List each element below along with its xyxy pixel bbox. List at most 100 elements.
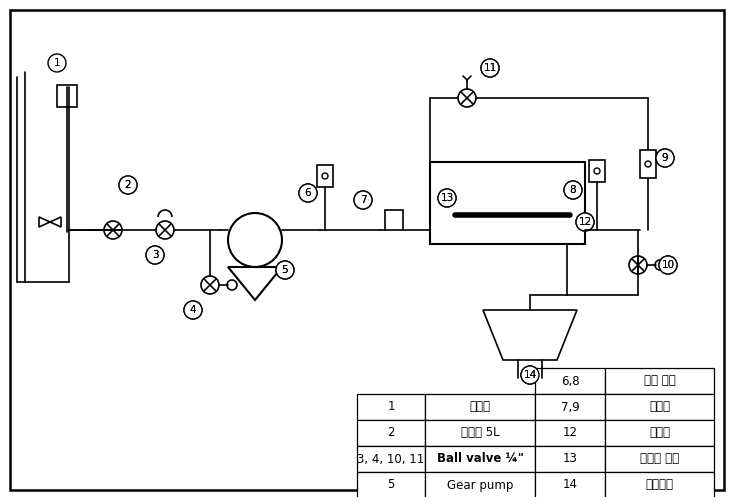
Circle shape [184,301,202,319]
Circle shape [521,366,539,384]
Text: 압력 센서: 압력 센서 [644,375,675,388]
Text: 2: 2 [125,180,131,190]
Circle shape [156,221,174,239]
Circle shape [656,149,674,167]
Circle shape [655,260,665,270]
Text: 14: 14 [523,370,537,380]
Text: 9: 9 [661,153,669,163]
Text: 유량계: 유량계 [649,401,670,414]
Text: 10: 10 [661,260,675,270]
Circle shape [201,276,219,294]
Circle shape [276,261,294,279]
Text: 11: 11 [484,63,497,73]
Circle shape [659,256,677,274]
Circle shape [299,184,317,202]
Text: 저장조 5L: 저장조 5L [461,426,499,439]
Text: 분리막: 분리막 [649,426,670,439]
Circle shape [656,149,674,167]
Text: 10: 10 [661,260,675,270]
Circle shape [104,221,122,239]
Text: 전자저율: 전자저율 [645,479,674,492]
Text: 14: 14 [523,370,537,380]
Bar [57,85,77,107]
Circle shape [119,176,137,194]
Text: 3, 4, 10, 11: 3, 4, 10, 11 [357,452,425,466]
Text: 13: 13 [562,452,578,466]
Text: 교반기: 교반기 [470,401,490,414]
Bar [357,446,425,472]
Circle shape [184,301,202,319]
Text: 2: 2 [125,180,131,190]
Bar [357,394,425,420]
Bar [589,160,605,182]
Circle shape [146,246,164,264]
Text: 5: 5 [282,265,288,275]
Circle shape [594,168,600,174]
Circle shape [299,184,317,202]
Bar [357,472,425,497]
Circle shape [629,256,647,274]
Circle shape [119,176,137,194]
Text: 5: 5 [282,265,288,275]
Bar [425,420,535,446]
Circle shape [227,280,237,290]
Bar [357,420,425,446]
Bar [605,368,714,394]
Text: 12: 12 [562,426,578,439]
Bar [317,165,333,187]
Bar [535,420,605,446]
Text: 13: 13 [440,193,454,203]
Circle shape [564,181,582,199]
Circle shape [438,189,456,207]
Bar [430,162,585,244]
Circle shape [228,213,282,267]
Text: 9: 9 [661,153,669,163]
Text: 7: 7 [360,195,366,205]
Circle shape [438,189,456,207]
Circle shape [576,213,594,231]
Bar [535,368,605,394]
Circle shape [576,213,594,231]
Bar [425,446,535,472]
Text: 12: 12 [578,217,592,227]
Bar [535,472,605,497]
Circle shape [564,181,582,199]
Text: 14: 14 [562,479,578,492]
Text: 6: 6 [305,188,311,198]
Text: 6,8: 6,8 [561,375,579,388]
Text: 분리막 모듈: 분리막 모듈 [640,452,679,466]
Bar [535,446,605,472]
Circle shape [481,59,499,77]
Circle shape [276,261,294,279]
Text: 8: 8 [570,185,576,195]
Text: 7,9: 7,9 [561,401,579,414]
Circle shape [322,173,328,179]
Bar [605,446,714,472]
Text: 2: 2 [388,426,395,439]
Circle shape [481,59,499,77]
Text: Gear pump: Gear pump [447,479,513,492]
Text: 12: 12 [578,217,592,227]
Text: 1: 1 [388,401,395,414]
Circle shape [48,54,66,72]
Circle shape [659,256,677,274]
Text: 4: 4 [189,305,196,315]
Bar [605,472,714,497]
Bar [425,472,535,497]
Text: 5: 5 [388,479,395,492]
Bar [605,420,714,446]
Circle shape [521,366,539,384]
Bar [605,394,714,420]
Bar [535,394,605,420]
Circle shape [645,161,651,167]
Circle shape [146,246,164,264]
Text: 6: 6 [305,188,311,198]
Bar [425,394,535,420]
Bar [640,150,656,178]
Text: 11: 11 [484,63,497,73]
Text: Ball valve ¼": Ball valve ¼" [437,452,523,466]
Bar [385,210,403,230]
Circle shape [354,191,372,209]
Text: 3: 3 [152,250,159,260]
Circle shape [458,89,476,107]
